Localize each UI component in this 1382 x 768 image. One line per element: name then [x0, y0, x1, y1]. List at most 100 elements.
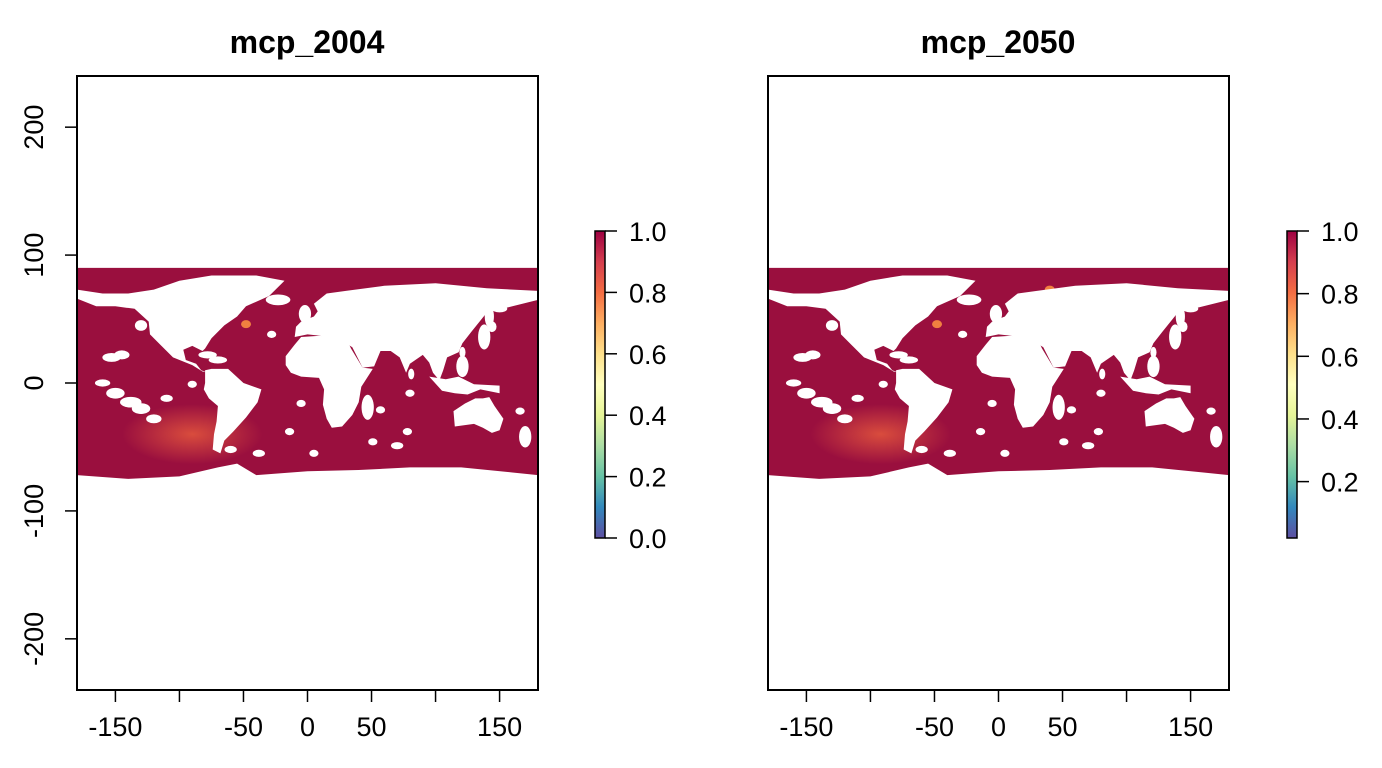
- island-mask: [267, 330, 277, 338]
- island-mask: [1096, 389, 1106, 397]
- island-mask: [94, 379, 111, 387]
- legend-colorbar: [594, 230, 606, 539]
- island-mask: [1093, 428, 1103, 436]
- x-tick-label: -50: [224, 712, 263, 742]
- legend-tick-label: 1.0: [629, 217, 667, 247]
- legend-tick-label: 0.2: [629, 463, 667, 493]
- panel-title: mcp_2050: [921, 24, 1076, 60]
- island-mask: [390, 442, 404, 450]
- island-mask: [889, 351, 908, 359]
- island-mask: [368, 438, 378, 446]
- island-mask: [987, 399, 997, 408]
- hotspot-cell: [241, 320, 252, 329]
- map-panel-mcp-2004: mcp_2004 -150 -50 0 50 150 -200 -100 0 100 200 0.0…: [19, 24, 667, 742]
- island-mask: [478, 324, 491, 350]
- island-mask: [198, 351, 217, 359]
- island-mask: [106, 387, 125, 399]
- island-mask: [1175, 305, 1185, 328]
- island-mask: [1066, 406, 1077, 414]
- island-mask: [298, 304, 312, 323]
- island-mask: [1052, 394, 1065, 420]
- x-tick-label: 0: [991, 712, 1006, 742]
- island-mask: [296, 399, 306, 408]
- island-mask: [284, 428, 295, 436]
- y-tick-label: -200: [19, 612, 49, 666]
- land-mask: [285, 335, 373, 428]
- island-mask: [825, 320, 839, 331]
- island-mask: [975, 428, 986, 436]
- island-mask: [491, 305, 508, 313]
- map-panel-mcp-2050: mcp_2050 -150 -50 0 50 150 0.2 0.4 0.6 0.8 1.0: [767, 24, 1359, 742]
- x-tick-label: 0: [300, 712, 315, 742]
- raster-layer: [77, 267, 538, 499]
- island-mask: [134, 320, 148, 331]
- island-mask: [785, 379, 802, 387]
- island-mask: [851, 394, 864, 402]
- island-mask: [1169, 324, 1182, 350]
- island-mask: [1182, 305, 1199, 313]
- island-mask: [958, 330, 968, 338]
- island-mask: [515, 407, 525, 415]
- legend-tick-label: 0.6: [1321, 342, 1359, 372]
- panel-title: mcp_2004: [230, 24, 385, 60]
- land-mask: [1120, 376, 1191, 395]
- island-mask: [1147, 355, 1160, 378]
- island-mask: [519, 425, 532, 448]
- island-mask: [208, 356, 228, 364]
- land-mask: [985, 283, 1229, 381]
- land-mask: [894, 368, 953, 454]
- island-mask: [1210, 425, 1223, 448]
- y-tick-label: 0: [19, 375, 49, 390]
- island-mask: [989, 304, 1003, 323]
- land-mask: [768, 463, 1229, 499]
- island-mask: [408, 368, 415, 380]
- legend-tick-label: 0.2: [1321, 468, 1359, 498]
- land-mask: [429, 376, 500, 395]
- x-tick-label: 50: [357, 712, 387, 742]
- legend-tick-label: 0.4: [629, 401, 667, 431]
- legend-tick-label: 0.8: [1321, 280, 1359, 310]
- island-mask: [1206, 407, 1216, 415]
- legend-tick-label: 1.0: [1321, 217, 1359, 247]
- land-mask: [294, 283, 538, 381]
- island-mask: [224, 445, 237, 454]
- raster-layer: [768, 267, 1229, 499]
- land-mask: [77, 463, 538, 499]
- x-tick-label: 150: [1168, 712, 1213, 742]
- y-tick-label: -100: [19, 484, 49, 538]
- island-mask: [484, 305, 494, 328]
- island-mask: [797, 387, 816, 399]
- island-mask: [837, 414, 853, 424]
- legend-tick-label: 0.8: [629, 278, 667, 308]
- island-mask: [456, 355, 469, 378]
- hotspot-cell: [932, 320, 943, 329]
- x-tick-label: -50: [915, 712, 954, 742]
- x-tick-label: 150: [477, 712, 522, 742]
- island-mask: [943, 449, 956, 457]
- x-tick-label: -150: [779, 712, 833, 742]
- x-tick-label: -150: [88, 712, 142, 742]
- legend-tick-label: 0.4: [1321, 405, 1359, 435]
- island-mask: [146, 414, 162, 424]
- island-mask: [459, 346, 466, 358]
- island-mask: [1059, 438, 1069, 446]
- land-mask: [77, 275, 285, 373]
- island-mask: [805, 350, 821, 360]
- land-mask: [976, 335, 1064, 428]
- island-mask: [131, 403, 151, 414]
- land-mask: [768, 275, 976, 373]
- island-mask: [899, 356, 919, 364]
- island-mask: [252, 449, 265, 457]
- island-mask: [114, 350, 130, 360]
- land-mask: [453, 397, 504, 433]
- island-mask: [405, 389, 415, 397]
- legend-tick-label: 0.6: [629, 340, 667, 370]
- island-mask: [1081, 442, 1095, 450]
- island-mask: [160, 394, 173, 402]
- y-tick-label: 100: [19, 233, 49, 278]
- land-mask: [1144, 397, 1195, 433]
- legend-colorbar: [1286, 230, 1298, 539]
- island-mask: [822, 403, 842, 414]
- legend-tick-label: 0.0: [629, 524, 667, 554]
